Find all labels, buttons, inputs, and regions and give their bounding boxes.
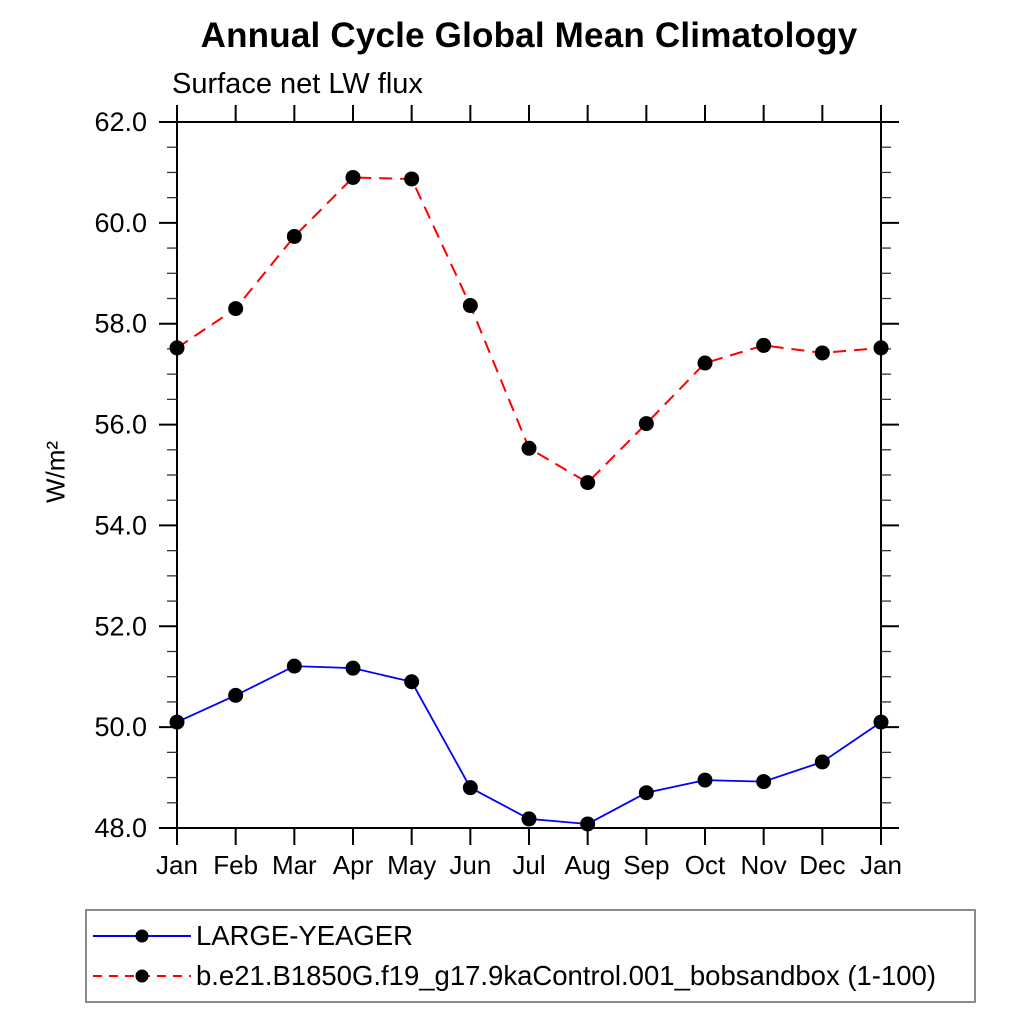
data-point-marker	[169, 340, 185, 356]
legend-line-sample-dashed	[93, 969, 191, 983]
legend: LARGE-YEAGER b.e21.B1850G.f19_g17.9kaCon…	[85, 909, 976, 1003]
data-point-marker	[462, 780, 478, 796]
data-point-marker	[814, 754, 830, 770]
y-tick-label: 50.0	[94, 712, 147, 742]
legend-item-large-yeager: LARGE-YEAGER	[87, 916, 974, 956]
legend-line-sample-solid	[93, 929, 191, 943]
data-point-marker	[638, 785, 654, 801]
data-point-marker	[345, 660, 361, 676]
x-tick-label: Sep	[623, 850, 669, 880]
data-point-marker	[638, 416, 654, 432]
data-point-marker	[580, 816, 596, 832]
series-line-1	[176, 176, 882, 484]
data-point-marker	[873, 714, 889, 730]
data-point-marker	[286, 228, 302, 244]
x-tick-label: Nov	[741, 850, 787, 880]
y-tick-label: 54.0	[94, 510, 147, 540]
plot-frame	[176, 121, 882, 829]
data-point-marker	[521, 440, 537, 456]
x-tick-label: Mar	[272, 850, 317, 880]
data-point-marker	[228, 301, 244, 317]
data-point-marker	[697, 355, 713, 371]
y-tick-label: 58.0	[94, 309, 147, 339]
y-tick-label: 56.0	[94, 410, 147, 440]
data-point-marker	[345, 169, 361, 185]
y-tick-label: 62.0	[94, 107, 147, 137]
chart-subtitle: Surface net LW flux	[172, 68, 423, 100]
data-point-marker	[404, 674, 420, 690]
data-point-marker	[169, 714, 185, 730]
y-tick-label: 48.0	[94, 813, 147, 843]
x-tick-label: Jun	[449, 850, 491, 880]
data-point-marker	[404, 171, 420, 187]
x-tick-label: Feb	[213, 850, 258, 880]
chart-title: Annual Cycle Global Mean Climatology	[200, 16, 858, 55]
legend-label: b.e21.B1850G.f19_g17.9kaControl.001_bobs…	[196, 960, 937, 991]
data-point-marker	[521, 811, 537, 827]
legend-item-control-run: b.e21.B1850G.f19_g17.9kaControl.001_bobs…	[87, 956, 974, 996]
data-point-marker	[873, 340, 889, 356]
y-tick-label: 52.0	[94, 611, 147, 641]
data-point-marker	[814, 345, 830, 361]
legend-marker-icon	[135, 929, 149, 943]
data-point-marker	[228, 687, 244, 703]
x-tick-label: Apr	[333, 850, 374, 880]
x-tick-label: Jul	[512, 850, 545, 880]
data-point-marker	[756, 337, 772, 353]
data-point-marker	[580, 475, 596, 491]
x-tick-label: Jan	[860, 850, 902, 880]
x-tick-label: May	[387, 850, 436, 880]
x-tick-label: Oct	[685, 850, 726, 880]
x-tick-label: Dec	[799, 850, 845, 880]
data-point-marker	[462, 298, 478, 314]
data-point-marker	[756, 774, 772, 790]
data-point-marker	[286, 658, 302, 674]
y-tick-label: 60.0	[94, 208, 147, 238]
x-tick-label: Aug	[565, 850, 611, 880]
data-point-marker	[697, 772, 713, 788]
series-line-0	[176, 665, 882, 825]
legend-marker-icon	[135, 969, 149, 983]
legend-label: LARGE-YEAGER	[196, 920, 414, 951]
x-tick-label: Jan	[156, 850, 198, 880]
